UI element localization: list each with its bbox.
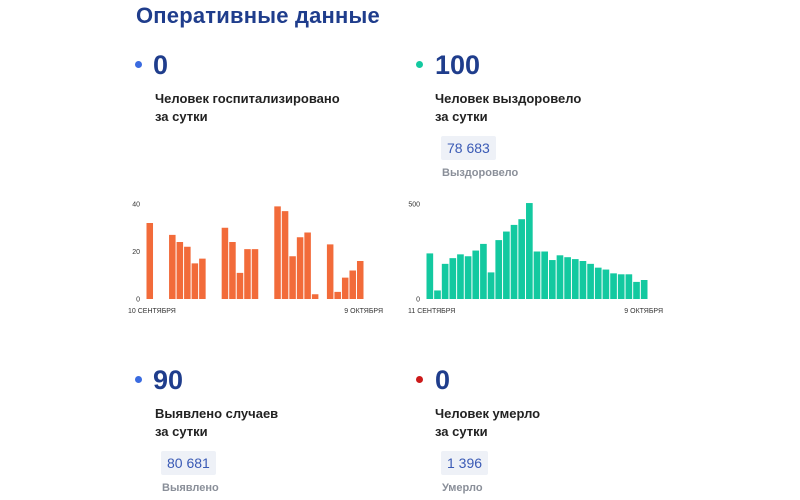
bar	[274, 206, 281, 300]
deaths-label-line1: Человек умерло	[435, 406, 541, 421]
bar	[541, 251, 548, 299]
bar	[548, 260, 556, 299]
hospitalized-dot-icon	[135, 61, 142, 68]
bar	[602, 269, 610, 299]
bar	[495, 240, 503, 299]
deaths-label-line2: за сутки	[435, 424, 488, 439]
bar	[229, 242, 236, 299]
bar	[472, 250, 480, 299]
y-tick-label: 0	[416, 297, 420, 304]
bar	[426, 253, 434, 299]
y-tick-label: 40	[132, 202, 140, 209]
bar	[518, 219, 526, 299]
bar	[610, 273, 617, 299]
bar	[503, 231, 510, 299]
bar	[594, 267, 602, 299]
bar	[640, 280, 648, 299]
cases-label-line1: Выявлено случаев	[155, 406, 279, 421]
hospitalized-chart-svg: 0 20 40 10 СЕНТЯБРЯ 9 ОКТЯБРЯ	[128, 202, 383, 316]
bar	[564, 257, 571, 299]
deaths-total-label: Умерло	[442, 482, 483, 494]
bar	[349, 270, 356, 299]
bar	[587, 263, 594, 299]
bar	[236, 272, 244, 300]
bar	[457, 254, 464, 299]
bar	[146, 223, 154, 299]
bar	[533, 251, 541, 299]
bar	[199, 258, 206, 300]
bar	[449, 258, 457, 299]
bar	[441, 263, 449, 299]
x-end-label: 9 ОКТЯБРЯ	[344, 308, 383, 315]
bar	[633, 281, 640, 299]
recovered-label-line1: Человек выздоровело	[435, 91, 582, 106]
bar	[464, 256, 472, 299]
cases-dot-icon	[135, 376, 142, 383]
bar	[487, 272, 495, 299]
recovered-value: 100	[435, 50, 481, 80]
bar	[356, 261, 364, 299]
bar	[311, 294, 319, 299]
deaths-dot-icon	[416, 376, 423, 383]
bar	[289, 256, 296, 299]
hospitalized-value: 0	[153, 50, 169, 80]
bar	[281, 211, 289, 300]
x-start-label: 10 СЕНТЯБРЯ	[128, 308, 176, 315]
bar	[556, 255, 564, 299]
bar	[617, 274, 625, 299]
bar	[296, 237, 304, 299]
cases-total-label: Выявлено	[162, 482, 219, 494]
bar	[341, 277, 349, 300]
bar	[169, 234, 176, 300]
bar	[244, 249, 251, 300]
bar	[221, 227, 229, 299]
x-start-label: 11 СЕНТЯБРЯ	[408, 308, 455, 315]
bar	[304, 232, 311, 299]
hospitalized-chart: 0 20 40 10 СЕНТЯБРЯ 9 ОКТЯБРЯ	[120, 192, 390, 322]
y-tick-label: 0	[136, 297, 140, 304]
hospitalized-label-line1: Человек госпитализировано	[155, 91, 340, 106]
bar	[326, 244, 334, 299]
recovered-dot-icon	[416, 61, 423, 68]
bar	[191, 263, 199, 300]
cases-label-line2: за сутки	[155, 424, 208, 439]
bar	[434, 290, 441, 299]
y-tick-label: 500	[408, 202, 420, 209]
bar	[251, 249, 259, 300]
page-title: Оперативные данные	[136, 3, 380, 28]
recovered-label-line2: за сутки	[435, 109, 488, 124]
bar	[510, 224, 518, 299]
bar	[176, 242, 184, 299]
recovered-total-badge: 78 683	[441, 136, 496, 160]
bar	[480, 243, 487, 299]
y-tick-label: 20	[132, 249, 140, 256]
recovered-chart-svg: 0 500 11 СЕНТЯБРЯ 9 ОКТЯБРЯ	[408, 202, 663, 316]
bar	[526, 203, 533, 299]
bar	[625, 274, 633, 299]
cases-total-badge: 80 681	[161, 451, 216, 475]
deaths-value: 0	[435, 365, 451, 395]
deaths-total-badge: 1 396	[441, 451, 489, 475]
cases-value: 90	[153, 365, 184, 395]
x-end-label: 9 ОКТЯБРЯ	[624, 308, 663, 315]
hospitalized-label-line2: за сутки	[155, 109, 208, 124]
recovered-chart: 0 500 11 СЕНТЯБРЯ 9 ОКТЯБРЯ	[400, 192, 670, 322]
bar	[184, 246, 191, 299]
bar	[579, 261, 587, 299]
bar	[571, 259, 579, 299]
bar	[334, 291, 341, 300]
recovered-total-label: Выздоровело	[442, 167, 519, 179]
